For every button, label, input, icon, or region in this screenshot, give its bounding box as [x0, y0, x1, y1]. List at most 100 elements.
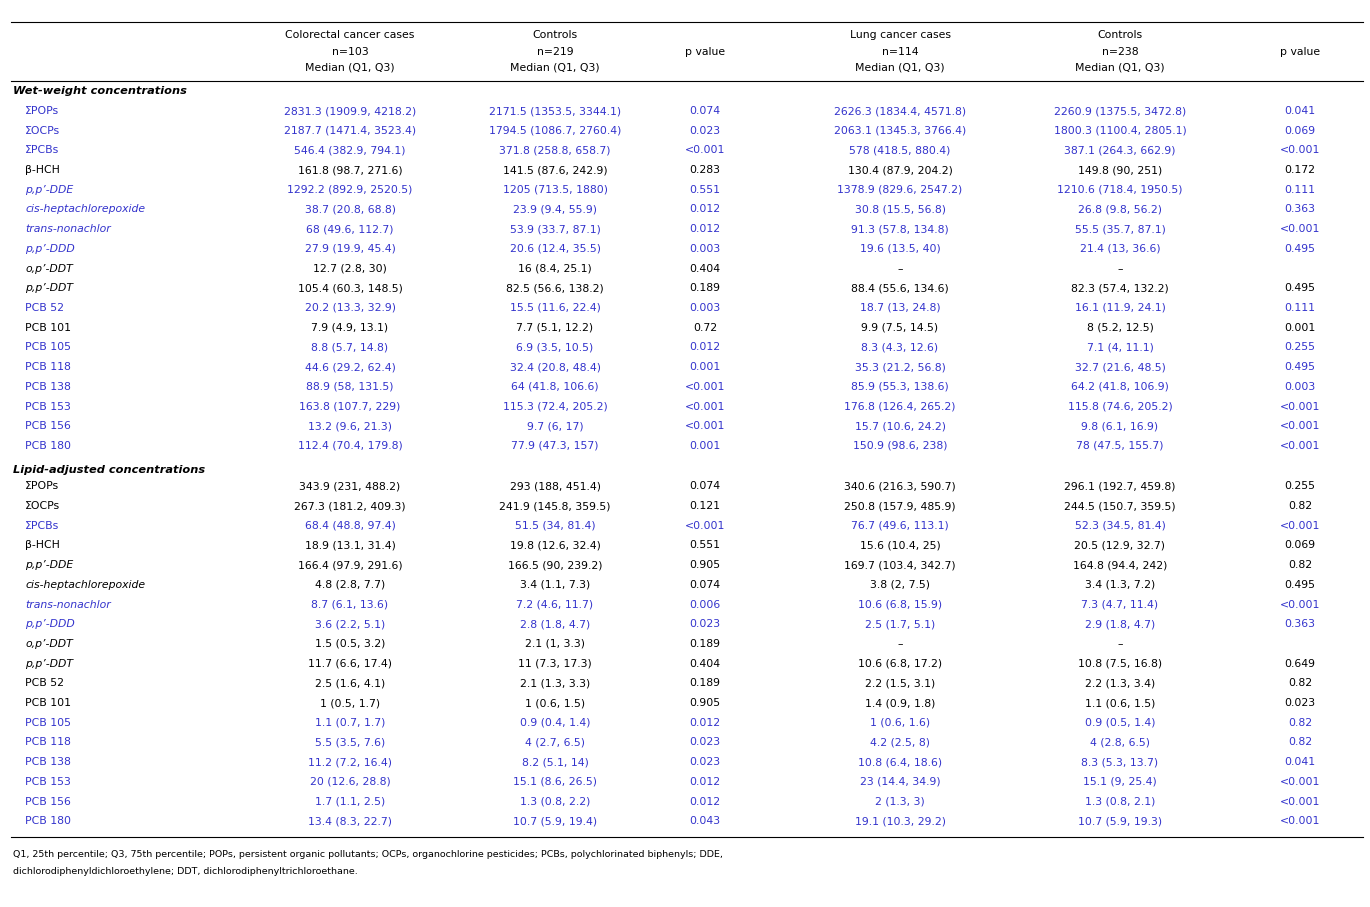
Text: 176.8 (126.4, 265.2): 176.8 (126.4, 265.2): [844, 402, 956, 412]
Text: 0.363: 0.363: [1285, 204, 1315, 214]
Text: 35.3 (21.2, 56.8): 35.3 (21.2, 56.8): [855, 362, 945, 372]
Text: 19.8 (12.6, 32.4): 19.8 (12.6, 32.4): [510, 541, 600, 551]
Text: 0.041: 0.041: [1285, 757, 1315, 767]
Text: 0.189: 0.189: [689, 639, 721, 649]
Text: 0.9 (0.4, 1.4): 0.9 (0.4, 1.4): [519, 717, 590, 727]
Text: –: –: [897, 264, 903, 274]
Text: β-HCH: β-HCH: [25, 165, 60, 175]
Text: 0.111: 0.111: [1285, 303, 1315, 313]
Text: <0.001: <0.001: [1280, 441, 1321, 451]
Text: 15.1 (8.6, 26.5): 15.1 (8.6, 26.5): [512, 776, 597, 787]
Text: 0.023: 0.023: [689, 737, 721, 747]
Text: 130.4 (87.9, 204.2): 130.4 (87.9, 204.2): [848, 165, 952, 175]
Text: 2.5 (1.7, 5.1): 2.5 (1.7, 5.1): [864, 619, 936, 629]
Text: 64.2 (41.8, 106.9): 64.2 (41.8, 106.9): [1071, 382, 1169, 392]
Text: 0.82: 0.82: [1288, 678, 1312, 688]
Text: 23 (14.4, 34.9): 23 (14.4, 34.9): [860, 776, 940, 787]
Text: 44.6 (29.2, 62.4): 44.6 (29.2, 62.4): [304, 362, 396, 372]
Text: n=238: n=238: [1101, 47, 1138, 57]
Text: PCB 52: PCB 52: [25, 678, 64, 688]
Text: 10.8 (7.5, 16.8): 10.8 (7.5, 16.8): [1078, 658, 1162, 668]
Text: 0.363: 0.363: [1285, 619, 1315, 629]
Text: 1.3 (0.8, 2.1): 1.3 (0.8, 2.1): [1085, 796, 1155, 806]
Text: <0.001: <0.001: [1280, 402, 1321, 412]
Text: 1205 (713.5, 1880): 1205 (713.5, 1880): [503, 185, 607, 195]
Text: 0.189: 0.189: [689, 678, 721, 688]
Text: 0.82: 0.82: [1288, 501, 1312, 511]
Text: Median (Q1, Q3): Median (Q1, Q3): [1075, 63, 1164, 73]
Text: p,p’-DDD: p,p’-DDD: [25, 244, 75, 254]
Text: 166.5 (90, 239.2): 166.5 (90, 239.2): [508, 561, 603, 571]
Text: 164.8 (94.4, 242): 164.8 (94.4, 242): [1073, 561, 1167, 571]
Text: 20 (12.6, 28.8): 20 (12.6, 28.8): [310, 776, 390, 787]
Text: 340.6 (216.3, 590.7): 340.6 (216.3, 590.7): [844, 482, 956, 492]
Text: 8.3 (4.3, 12.6): 8.3 (4.3, 12.6): [862, 343, 938, 353]
Text: 0.023: 0.023: [689, 619, 721, 629]
Text: 3.4 (1.1, 7.3): 3.4 (1.1, 7.3): [519, 580, 590, 590]
Text: 0.82: 0.82: [1288, 737, 1312, 747]
Text: 0.9 (0.5, 1.4): 0.9 (0.5, 1.4): [1085, 717, 1155, 727]
Text: 76.7 (49.6, 113.1): 76.7 (49.6, 113.1): [851, 521, 949, 531]
Text: 0.551: 0.551: [689, 541, 721, 551]
Text: 0.001: 0.001: [1285, 323, 1315, 333]
Text: 1210.6 (718.4, 1950.5): 1210.6 (718.4, 1950.5): [1058, 185, 1182, 195]
Text: 16.1 (11.9, 24.1): 16.1 (11.9, 24.1): [1074, 303, 1166, 313]
Text: 21.4 (13, 36.6): 21.4 (13, 36.6): [1080, 244, 1160, 254]
Text: 18.9 (13.1, 31.4): 18.9 (13.1, 31.4): [304, 541, 396, 551]
Text: 166.4 (97.9, 291.6): 166.4 (97.9, 291.6): [297, 561, 403, 571]
Text: <0.001: <0.001: [685, 382, 725, 392]
Text: 3.8 (2, 7.5): 3.8 (2, 7.5): [870, 580, 930, 590]
Text: 19.6 (13.5, 40): 19.6 (13.5, 40): [859, 244, 940, 254]
Text: 1.1 (0.6, 1.5): 1.1 (0.6, 1.5): [1085, 698, 1155, 708]
Text: 1292.2 (892.9, 2520.5): 1292.2 (892.9, 2520.5): [288, 185, 412, 195]
Text: 0.069: 0.069: [1285, 126, 1315, 136]
Text: <0.001: <0.001: [1280, 776, 1321, 787]
Text: 0.074: 0.074: [689, 482, 721, 492]
Text: PCB 138: PCB 138: [25, 757, 71, 767]
Text: 8.2 (5.1, 14): 8.2 (5.1, 14): [522, 757, 589, 767]
Text: ΣPCBs: ΣPCBs: [25, 145, 59, 155]
Text: PCB 101: PCB 101: [25, 323, 71, 333]
Text: 0.001: 0.001: [689, 441, 721, 451]
Text: 0.074: 0.074: [689, 106, 721, 116]
Text: cis-heptachlorepoxide: cis-heptachlorepoxide: [25, 580, 145, 590]
Text: Median (Q1, Q3): Median (Q1, Q3): [855, 63, 945, 73]
Text: 387.1 (264.3, 662.9): 387.1 (264.3, 662.9): [1064, 145, 1175, 155]
Text: o,p’-DDT: o,p’-DDT: [25, 639, 73, 649]
Text: p,p’-DDT: p,p’-DDT: [25, 658, 73, 668]
Text: 0.003: 0.003: [1285, 382, 1315, 392]
Text: 15.5 (11.6, 22.4): 15.5 (11.6, 22.4): [510, 303, 600, 313]
Text: 0.82: 0.82: [1288, 717, 1312, 727]
Text: 3.4 (1.3, 7.2): 3.4 (1.3, 7.2): [1085, 580, 1155, 590]
Text: 7.3 (4.7, 11.4): 7.3 (4.7, 11.4): [1081, 600, 1159, 610]
Text: 19.1 (10.3, 29.2): 19.1 (10.3, 29.2): [855, 816, 945, 826]
Text: 16 (8.4, 25.1): 16 (8.4, 25.1): [518, 264, 592, 274]
Text: 0.003: 0.003: [689, 244, 721, 254]
Text: 0.006: 0.006: [689, 600, 721, 610]
Text: 7.2 (4.6, 11.7): 7.2 (4.6, 11.7): [516, 600, 593, 610]
Text: 1.7 (1.1, 2.5): 1.7 (1.1, 2.5): [315, 796, 385, 806]
Text: Lipid-adjusted concentrations: Lipid-adjusted concentrations: [12, 464, 206, 474]
Text: 15.1 (9, 25.4): 15.1 (9, 25.4): [1084, 776, 1156, 787]
Text: PCB 153: PCB 153: [25, 402, 71, 412]
Text: –: –: [1118, 264, 1123, 274]
Text: 0.023: 0.023: [689, 126, 721, 136]
Text: 1378.9 (829.6, 2547.2): 1378.9 (829.6, 2547.2): [837, 185, 963, 195]
Text: 2626.3 (1834.4, 4571.8): 2626.3 (1834.4, 4571.8): [834, 106, 966, 116]
Text: 12.7 (2.8, 30): 12.7 (2.8, 30): [314, 264, 386, 274]
Text: <0.001: <0.001: [685, 521, 725, 531]
Text: 5.5 (3.5, 7.6): 5.5 (3.5, 7.6): [315, 737, 385, 747]
Text: Controls: Controls: [1097, 30, 1143, 40]
Text: 2.1 (1.3, 3.3): 2.1 (1.3, 3.3): [519, 678, 590, 688]
Text: 88.9 (58, 131.5): 88.9 (58, 131.5): [307, 382, 393, 392]
Text: ΣPOPs: ΣPOPs: [25, 482, 59, 492]
Text: 8 (5.2, 12.5): 8 (5.2, 12.5): [1086, 323, 1154, 333]
Text: 26.8 (9.8, 56.2): 26.8 (9.8, 56.2): [1078, 204, 1162, 214]
Text: 1 (0.5, 1.7): 1 (0.5, 1.7): [321, 698, 379, 708]
Text: 18.7 (13, 24.8): 18.7 (13, 24.8): [860, 303, 940, 313]
Text: 1 (0.6, 1.6): 1 (0.6, 1.6): [870, 717, 930, 727]
Text: PCB 118: PCB 118: [25, 362, 71, 372]
Text: <0.001: <0.001: [1280, 816, 1321, 826]
Text: PCB 153: PCB 153: [25, 776, 71, 787]
Text: 10.6 (6.8, 17.2): 10.6 (6.8, 17.2): [858, 658, 943, 668]
